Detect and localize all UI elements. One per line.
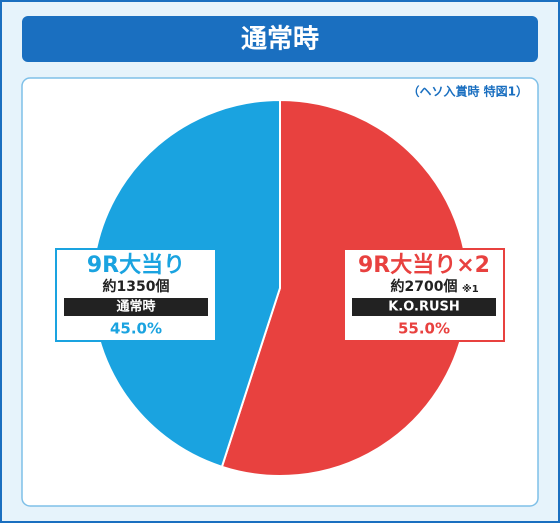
mode-bar	[64, 298, 208, 316]
title-bar	[22, 16, 538, 62]
label-box	[55, 248, 217, 342]
label-box	[343, 248, 505, 342]
slice-mode: 通常時	[116, 299, 155, 315]
chart-title: 通常時	[241, 25, 319, 55]
value-label: 45.0%	[110, 320, 162, 338]
slice-mode: K.O.RUSH	[388, 300, 460, 315]
subtitle: （ヘソ入賞時 特図1）	[407, 84, 528, 99]
slice-label: 9R大当り×2	[358, 253, 490, 278]
value-label: 55.0%	[398, 320, 450, 338]
footnote-mark: ※1	[462, 283, 479, 295]
mode-bar	[352, 298, 496, 316]
slice-label: 9R大当り	[87, 253, 185, 278]
slice-detail: 約2700個	[391, 278, 458, 295]
slice-detail: 約1350個	[103, 278, 170, 295]
